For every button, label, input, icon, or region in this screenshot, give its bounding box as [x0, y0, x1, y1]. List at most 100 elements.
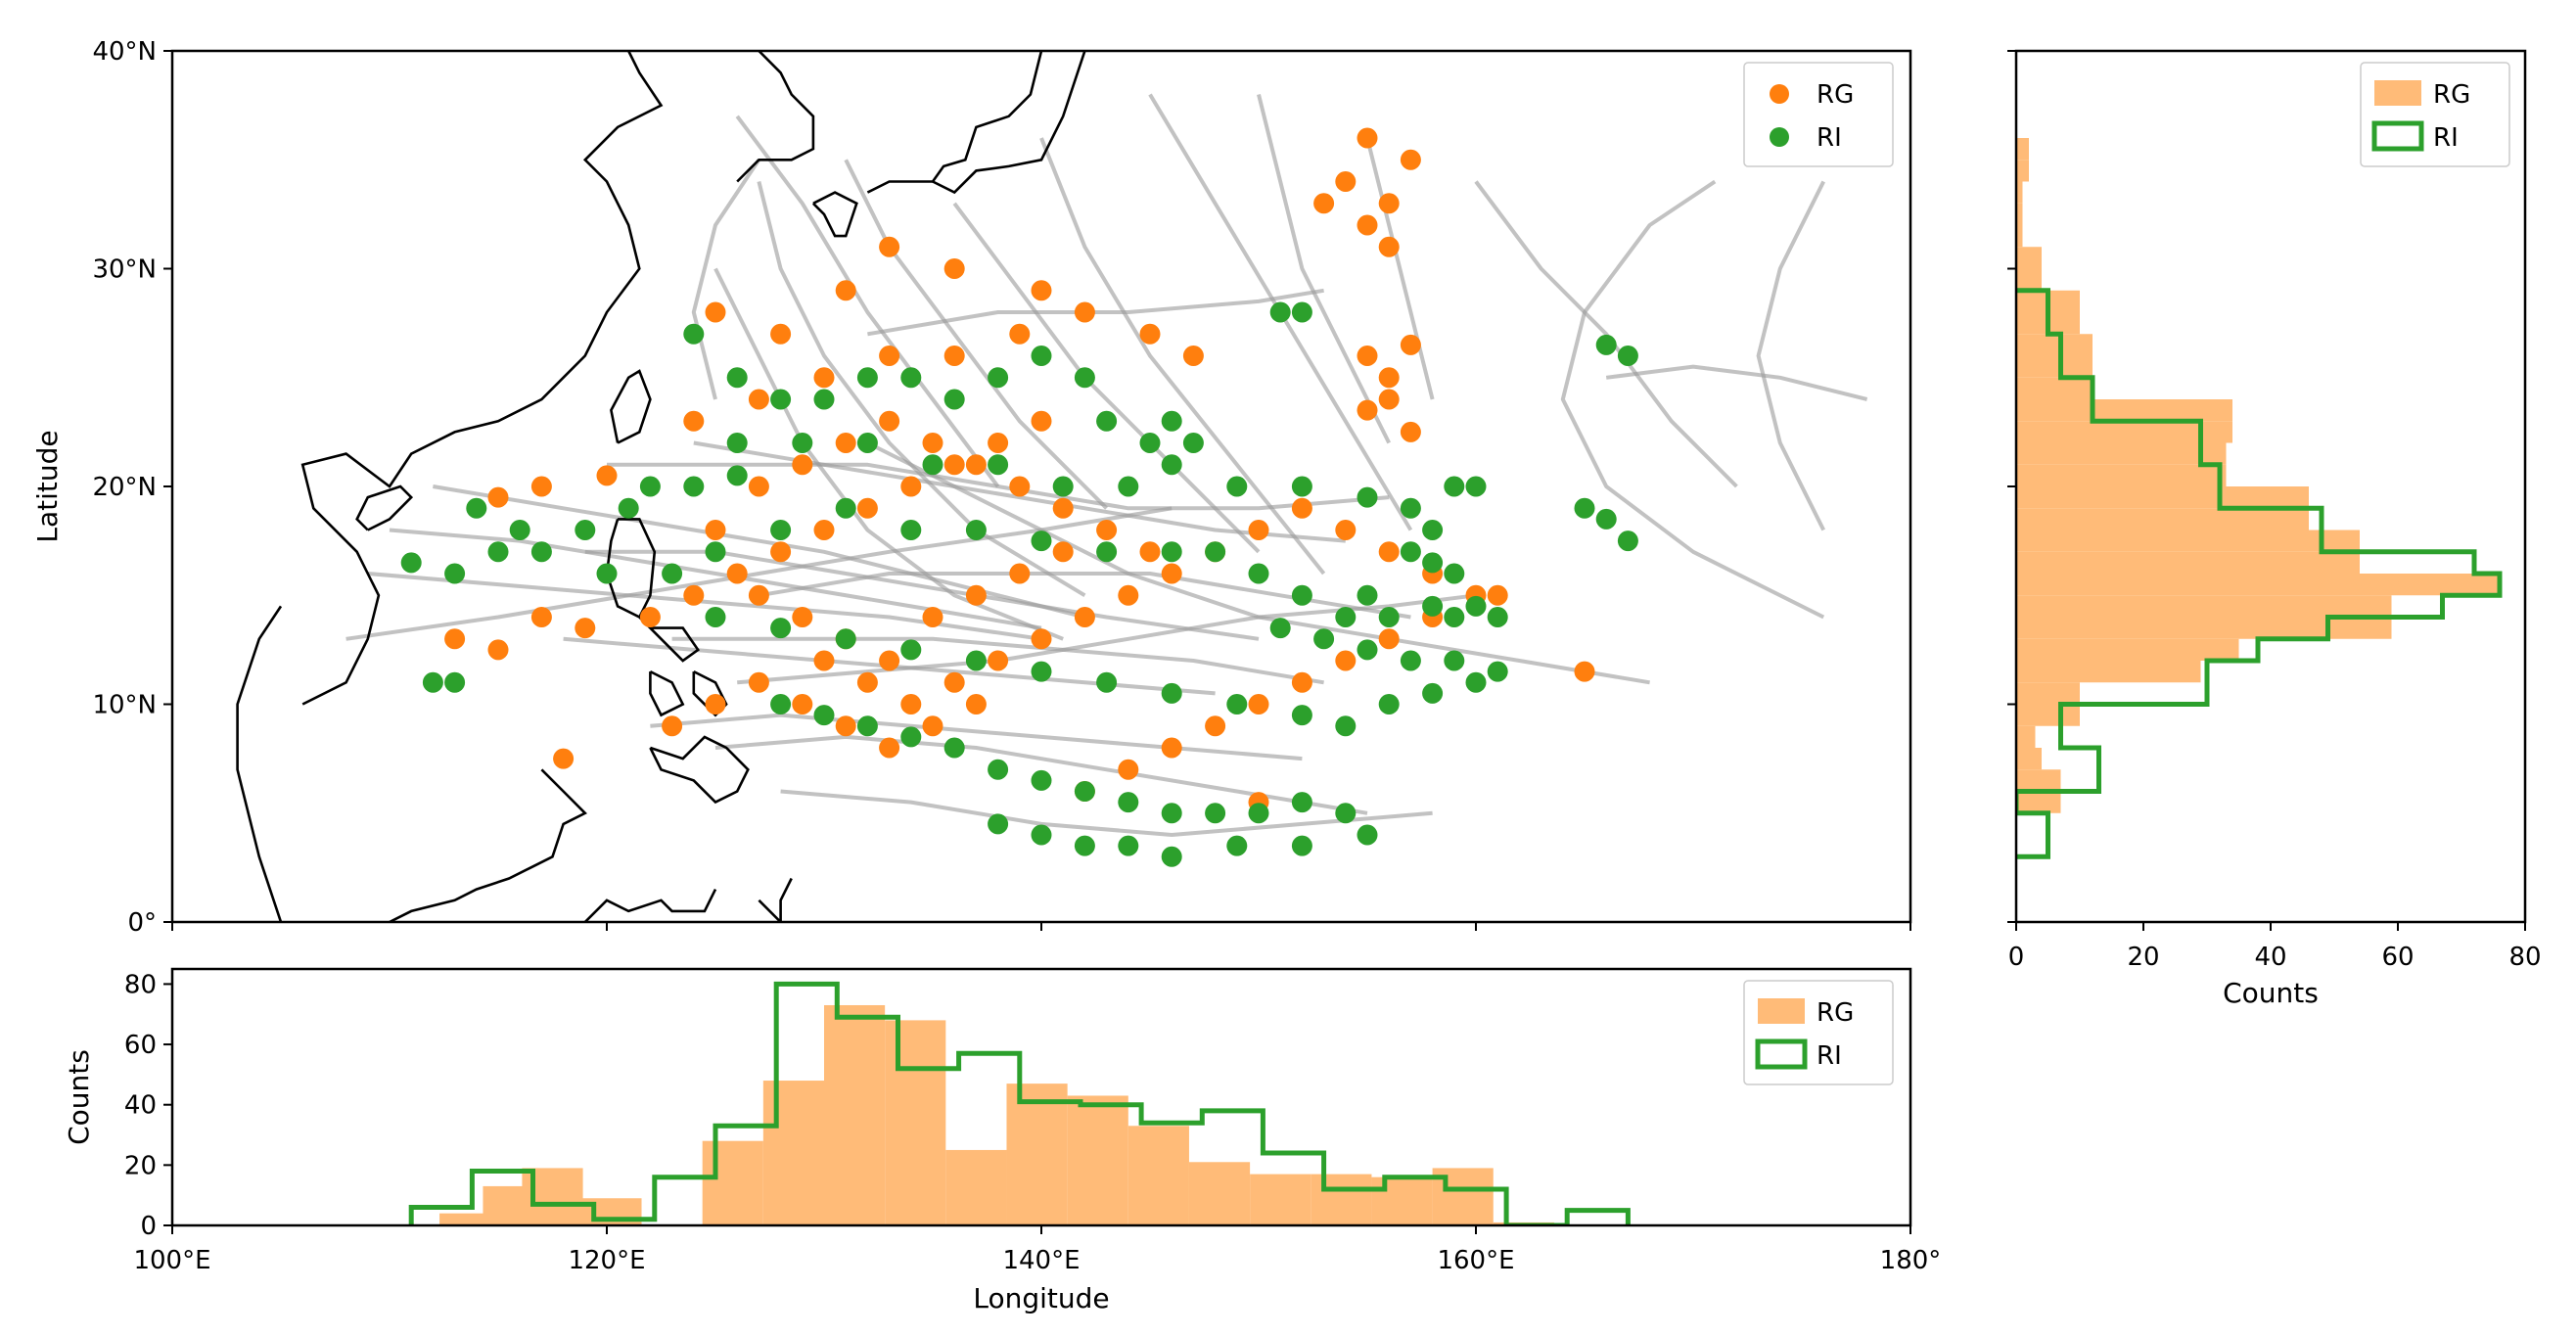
rg-latitude-bar — [2016, 661, 2201, 683]
ri-point — [988, 367, 1009, 389]
rg-point — [965, 694, 987, 715]
map-ylabel: Latitude — [31, 430, 64, 542]
rg-point — [726, 563, 748, 584]
rg-latitude-bar — [2016, 268, 2042, 291]
legend-ri-patch — [1755, 1038, 1808, 1070]
rg-point — [770, 541, 792, 563]
rg-latitude-bar — [2016, 638, 2239, 661]
rg-point — [943, 346, 965, 366]
ri-point — [1422, 595, 1444, 617]
rg-point — [988, 650, 1009, 671]
ri-point — [770, 520, 792, 540]
ri-point — [1074, 835, 1095, 856]
rg-latitude-bar — [2016, 225, 2023, 248]
rg-point — [879, 410, 900, 432]
ri-point — [1617, 346, 1638, 366]
coastline — [583, 889, 717, 922]
ri-point — [1096, 541, 1118, 563]
rg-point — [1357, 399, 1378, 421]
ri-point — [1052, 476, 1074, 497]
ri-point — [726, 465, 748, 486]
ri-point — [1118, 835, 1139, 856]
ri-point — [1031, 769, 1052, 791]
ri-point — [487, 541, 509, 563]
track-line — [1365, 137, 1435, 400]
ri-point — [1074, 367, 1095, 389]
rg-point — [1009, 476, 1031, 497]
ri-point — [1031, 346, 1052, 366]
rg-point — [1335, 171, 1357, 192]
ri-point — [1226, 476, 1248, 497]
rg-point — [444, 628, 466, 650]
rg-point — [575, 618, 596, 639]
ri-point — [1357, 639, 1378, 661]
ri-point — [1313, 628, 1335, 650]
rg-longitude-bar — [1006, 1083, 1068, 1225]
coastline — [610, 369, 652, 444]
ri-point — [444, 563, 466, 584]
rg-point — [900, 476, 922, 497]
rg-point — [1031, 628, 1052, 650]
track-line — [867, 288, 1324, 337]
rg-point — [1291, 671, 1312, 693]
ri-point — [1182, 433, 1204, 453]
rg-point — [748, 389, 769, 410]
ri-point — [1248, 803, 1269, 824]
legend-ri-label: RI — [1817, 123, 1842, 153]
ri-point — [662, 563, 683, 584]
ri-point — [1487, 661, 1508, 682]
longitude-histogram-y-tick-label: 0 — [140, 1212, 157, 1241]
ri-point — [400, 552, 422, 574]
rg-point — [943, 671, 965, 693]
ri-point — [1378, 694, 1400, 715]
map-y-tick-label: 40°N — [92, 37, 157, 67]
ri-point — [900, 520, 922, 540]
ri-point — [1161, 803, 1182, 824]
ri-point — [466, 497, 487, 519]
ri-point — [1205, 541, 1226, 563]
map-axes: 0° 10°N 20°N 30°N 40°N — [92, 37, 1911, 938]
legend-rg-label: RG — [1817, 80, 1854, 110]
ri-point — [1595, 334, 1617, 355]
latitude-histogram-x-tick-label: 80 — [2508, 943, 2541, 972]
legend-ri-label: RI — [1817, 1041, 1842, 1071]
ri-point — [900, 639, 922, 661]
ri-longitude-step — [408, 981, 1631, 1225]
ri-point — [1161, 410, 1182, 432]
rg-latitude-bar — [2016, 791, 2061, 813]
rg-point — [705, 520, 726, 540]
ri-point — [705, 607, 726, 627]
rg-point — [1182, 346, 1204, 366]
ri-point — [618, 497, 639, 519]
latitude-histogram-bars — [2016, 138, 2503, 859]
coastline — [758, 877, 793, 922]
ri-point — [422, 671, 443, 693]
ri-point — [856, 433, 878, 453]
rg-point — [639, 607, 661, 627]
ri-point — [835, 497, 856, 519]
ri-point — [683, 476, 705, 497]
ri-point — [1118, 476, 1139, 497]
rg-latitude-bar — [2016, 442, 2227, 465]
ri-point — [1422, 682, 1444, 704]
ri-point — [1357, 584, 1378, 606]
ri-point — [1444, 563, 1465, 584]
ri-point — [1465, 476, 1487, 497]
rg-point — [1378, 389, 1400, 410]
coastline — [649, 735, 750, 805]
ri-point — [1357, 824, 1378, 846]
map-y-tick-label: 0° — [127, 908, 157, 938]
rg-point — [1378, 367, 1400, 389]
ri-point — [1226, 835, 1248, 856]
track-line — [737, 593, 1477, 685]
rg-latitude-bar — [2016, 203, 2023, 225]
rg-point — [1248, 520, 1269, 540]
longitude-histogram-x-tick-label: 160°E — [1437, 1246, 1514, 1275]
ri-point — [1574, 497, 1595, 519]
ri-point — [1226, 694, 1248, 715]
ri-point — [1096, 671, 1118, 693]
ri-point — [922, 454, 943, 476]
rg-point — [1378, 236, 1400, 257]
ri-point — [1357, 486, 1378, 508]
rg-point — [813, 650, 835, 671]
